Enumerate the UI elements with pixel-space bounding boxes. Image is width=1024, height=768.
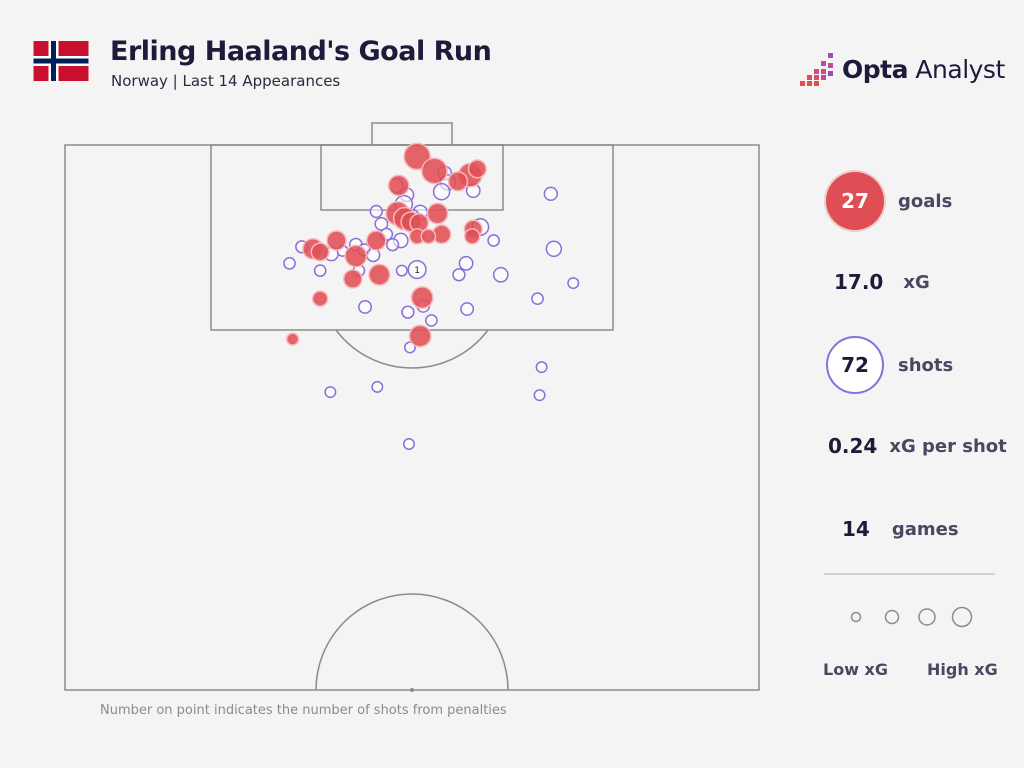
shot-point <box>492 266 509 283</box>
shot-point <box>458 255 474 271</box>
brand-name: Opta Analyst <box>842 54 1005 84</box>
goal-point <box>342 269 363 289</box>
opta-logo-icon <box>800 53 833 86</box>
legend-circle-medium-high <box>918 608 936 626</box>
penalty-count-label: 1 <box>414 266 420 276</box>
shot-point <box>369 204 383 219</box>
goal-point <box>410 286 434 310</box>
chart-title: Erling Haaland's Goal Run <box>110 36 492 67</box>
goal-point <box>326 230 347 251</box>
shot-point <box>531 292 544 305</box>
shot-point <box>324 386 337 399</box>
shot-point <box>425 314 438 327</box>
shot-point <box>535 361 548 374</box>
centre-spot <box>410 688 414 692</box>
shot-point <box>533 389 546 402</box>
shot-point <box>545 240 563 258</box>
stat-xg-per-shot: 0.24 xG per shot <box>828 434 1007 458</box>
shot-point <box>395 264 408 277</box>
shot-point <box>313 264 327 277</box>
goal-point <box>387 174 410 197</box>
shot-point <box>487 234 500 247</box>
goals-label: goals <box>898 190 953 212</box>
shot-point <box>432 182 451 201</box>
shot-point <box>385 238 400 252</box>
goal-point <box>463 228 481 245</box>
centre-circle <box>315 593 509 691</box>
xg-per-shot-value: 0.24 <box>828 434 878 458</box>
goal-point <box>366 230 387 251</box>
legend-divider <box>824 573 995 575</box>
shot-point <box>283 256 296 270</box>
legend-circle-medium-low <box>884 609 900 625</box>
legend-circle-low <box>850 611 862 623</box>
shot-point <box>371 380 384 393</box>
goal-point <box>403 142 431 171</box>
goal-point <box>420 228 437 245</box>
shot-point <box>407 260 427 280</box>
goal-point <box>344 244 368 268</box>
xg-size-legend <box>850 606 973 628</box>
goal-point <box>310 242 330 262</box>
shot-point <box>452 268 466 282</box>
xg-per-shot-label: xG per shot <box>889 435 1007 457</box>
goal <box>371 122 453 146</box>
stat-games: 14 games <box>842 517 959 541</box>
shot-point <box>543 186 558 201</box>
xg-label: xG <box>903 271 930 293</box>
goal-point <box>447 171 469 192</box>
goal-point <box>426 202 449 225</box>
goal-point <box>368 263 391 286</box>
footnote: Number on point indicates the number of … <box>100 703 507 718</box>
shots-label: shots <box>898 354 954 376</box>
goals-value: 27 <box>826 172 884 230</box>
games-value: 14 <box>842 517 870 541</box>
stat-goals: 27 goals <box>826 172 952 230</box>
legend-low-label: Low xG <box>823 660 888 679</box>
goal-point <box>408 324 432 348</box>
shots-value: 72 <box>826 336 884 394</box>
shot-point <box>567 277 580 290</box>
shot-point <box>358 300 372 314</box>
xg-value: 17.0 <box>834 270 884 294</box>
goals-layer <box>285 142 487 348</box>
goal-point <box>467 159 487 179</box>
games-label: games <box>891 518 959 540</box>
legend-circle-high <box>951 606 973 628</box>
norway-flag <box>33 41 89 81</box>
shot-point <box>401 305 415 319</box>
opta-analyst-logo: Opta Analyst <box>798 48 1005 90</box>
shot-point <box>460 302 475 316</box>
chart-subtitle: Norway | Last 14 Appearances <box>111 72 341 90</box>
goal-point <box>285 332 300 346</box>
stat-shots: 72 shots <box>826 336 953 394</box>
shot-point <box>402 437 415 450</box>
legend-high-label: High xG <box>927 660 998 679</box>
stat-xg: 17.0 xG <box>834 270 930 294</box>
goal-point <box>421 157 448 185</box>
goal-point <box>311 290 329 307</box>
shot-point <box>403 341 416 354</box>
penalty-arc <box>335 329 489 369</box>
